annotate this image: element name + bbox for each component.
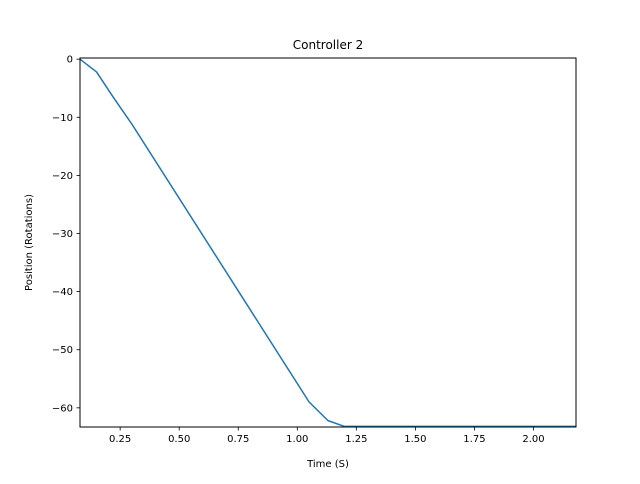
x-tick-label: 1.50 (404, 434, 426, 445)
x-tick-label: 0.50 (168, 434, 190, 445)
x-tick-label: 1.75 (463, 434, 485, 445)
x-tick-label: 0.75 (227, 434, 249, 445)
series-layer (79, 58, 576, 428)
y-tick-label: −50 (52, 345, 73, 356)
y-tick-label: −20 (52, 171, 73, 182)
y-tick-label: −10 (52, 113, 73, 124)
plot-background (80, 58, 576, 427)
chart-title: Controller 2 (293, 38, 363, 52)
x-tick-label: 1.25 (345, 434, 367, 445)
y-axis: 0 −10 −20 −30 −40 −50 −60 (52, 55, 80, 414)
x-tick-label: 1.00 (286, 434, 308, 445)
x-tick-label: 0.25 (109, 434, 131, 445)
x-axis-label: Time (S) (306, 459, 349, 470)
y-tick-label: −40 (52, 287, 73, 298)
x-tick-label: 2.00 (522, 434, 544, 445)
x-axis: 0.25 0.50 0.75 1.00 1.25 1.50 1.75 2.00 (109, 427, 545, 445)
series-line-1 (79, 58, 576, 428)
y-axis-label: Position (Rotations) (24, 194, 35, 291)
y-tick-label: −30 (52, 229, 73, 240)
y-tick-label: 0 (67, 55, 73, 66)
plot-frame (79, 57, 577, 428)
y-tick-label: −60 (52, 403, 73, 414)
